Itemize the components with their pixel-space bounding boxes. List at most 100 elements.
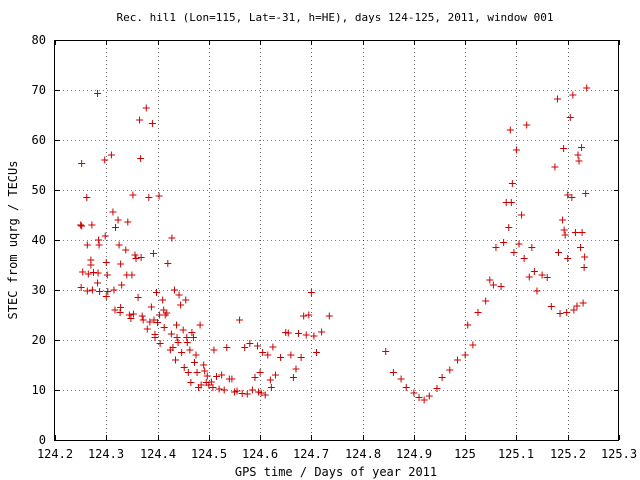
data-point: [564, 191, 572, 199]
data-point: [94, 90, 102, 97]
data-point: [410, 389, 418, 397]
data-point: [505, 224, 513, 231]
data-point: [128, 271, 136, 279]
data-point: [96, 288, 104, 295]
data-point: [175, 291, 183, 299]
data-point: [453, 356, 461, 364]
data-point: [241, 344, 249, 351]
data-point: [201, 367, 209, 375]
data-point: [300, 312, 308, 320]
data-point: [446, 366, 454, 374]
data-point: [190, 359, 198, 366]
data-point: [116, 309, 124, 316]
data-point: [482, 297, 490, 305]
data-point: [88, 286, 96, 294]
data-point: [433, 385, 441, 392]
data-point: [292, 365, 300, 373]
x-tick-label: 124.8: [345, 447, 381, 461]
y-axis-title: STEC from uqrg / TECUs: [6, 161, 20, 320]
data-point: [271, 371, 279, 379]
data-point: [402, 384, 410, 391]
data-point: [124, 218, 132, 226]
data-point: [508, 180, 516, 187]
data-point: [415, 394, 423, 401]
data-point: [243, 390, 251, 398]
data-point: [138, 312, 146, 320]
data-point: [553, 95, 561, 103]
data-point: [112, 224, 120, 231]
data-point: [420, 396, 428, 404]
data-point: [525, 273, 533, 281]
x-tick-label: 124.9: [396, 447, 432, 461]
data-point: [107, 151, 115, 159]
data-point: [382, 348, 390, 355]
data-point: [186, 346, 194, 354]
data-point: [136, 116, 144, 124]
data-point: [118, 281, 126, 289]
data-point: [102, 293, 110, 300]
data-point: [77, 284, 85, 291]
x-tick-label: 125.2: [550, 447, 586, 461]
data-point: [167, 330, 175, 338]
data-point: [142, 104, 150, 112]
data-point: [160, 324, 168, 331]
data-point: [143, 325, 151, 333]
data-point: [251, 374, 259, 381]
data-point: [77, 221, 85, 229]
data-point: [312, 349, 320, 356]
y-tick-label: 10: [32, 383, 46, 397]
y-tick-label: 70: [32, 83, 46, 97]
data-point: [397, 375, 405, 383]
data-point: [188, 329, 196, 336]
data-point: [578, 144, 586, 151]
data-point: [284, 329, 292, 337]
plot-area-frame: [54, 40, 619, 441]
data-point: [183, 334, 191, 341]
x-tick-label: 124.3: [88, 447, 124, 461]
data-point: [171, 356, 179, 364]
data-point: [78, 160, 86, 167]
data-point: [561, 231, 569, 239]
data-point: [512, 146, 520, 154]
data-point: [228, 375, 236, 383]
data-point: [556, 310, 564, 317]
data-point: [560, 145, 568, 152]
data-point: [266, 376, 274, 384]
data-point: [111, 306, 119, 314]
data-point: [189, 334, 197, 341]
data-point: [134, 294, 142, 301]
data-point: [137, 155, 145, 162]
x-tick-label: 125.3: [601, 447, 637, 461]
data-point: [575, 157, 583, 165]
data-point: [528, 244, 536, 251]
data-point: [297, 354, 305, 361]
data-point: [581, 253, 589, 261]
data-point: [518, 211, 526, 219]
data-point: [151, 334, 159, 341]
data-point: [88, 221, 96, 229]
data-point: [110, 286, 118, 294]
data-point: [523, 121, 531, 129]
data-point: [563, 309, 571, 316]
x-tick-label: 125: [454, 447, 476, 461]
data-point: [83, 287, 91, 295]
chart-title: Rec. hil1 (Lon=115, Lat=-31, h=HE), days…: [116, 11, 553, 24]
data-point: [154, 319, 162, 326]
data-point: [168, 234, 176, 242]
data-point: [197, 381, 205, 389]
data-point: [267, 384, 275, 391]
data-point: [574, 151, 582, 159]
data-point: [129, 310, 137, 318]
data-point: [295, 330, 303, 337]
data-point: [318, 328, 326, 336]
y-tick-label: 60: [32, 133, 46, 147]
data-point: [87, 261, 95, 269]
data-point: [177, 301, 185, 309]
data-point: [117, 260, 125, 268]
data-point: [583, 84, 591, 92]
data-point: [79, 268, 87, 276]
data-point: [149, 250, 157, 257]
data-point: [289, 374, 297, 381]
y-tick-label: 80: [32, 33, 46, 47]
data-point: [520, 255, 528, 262]
